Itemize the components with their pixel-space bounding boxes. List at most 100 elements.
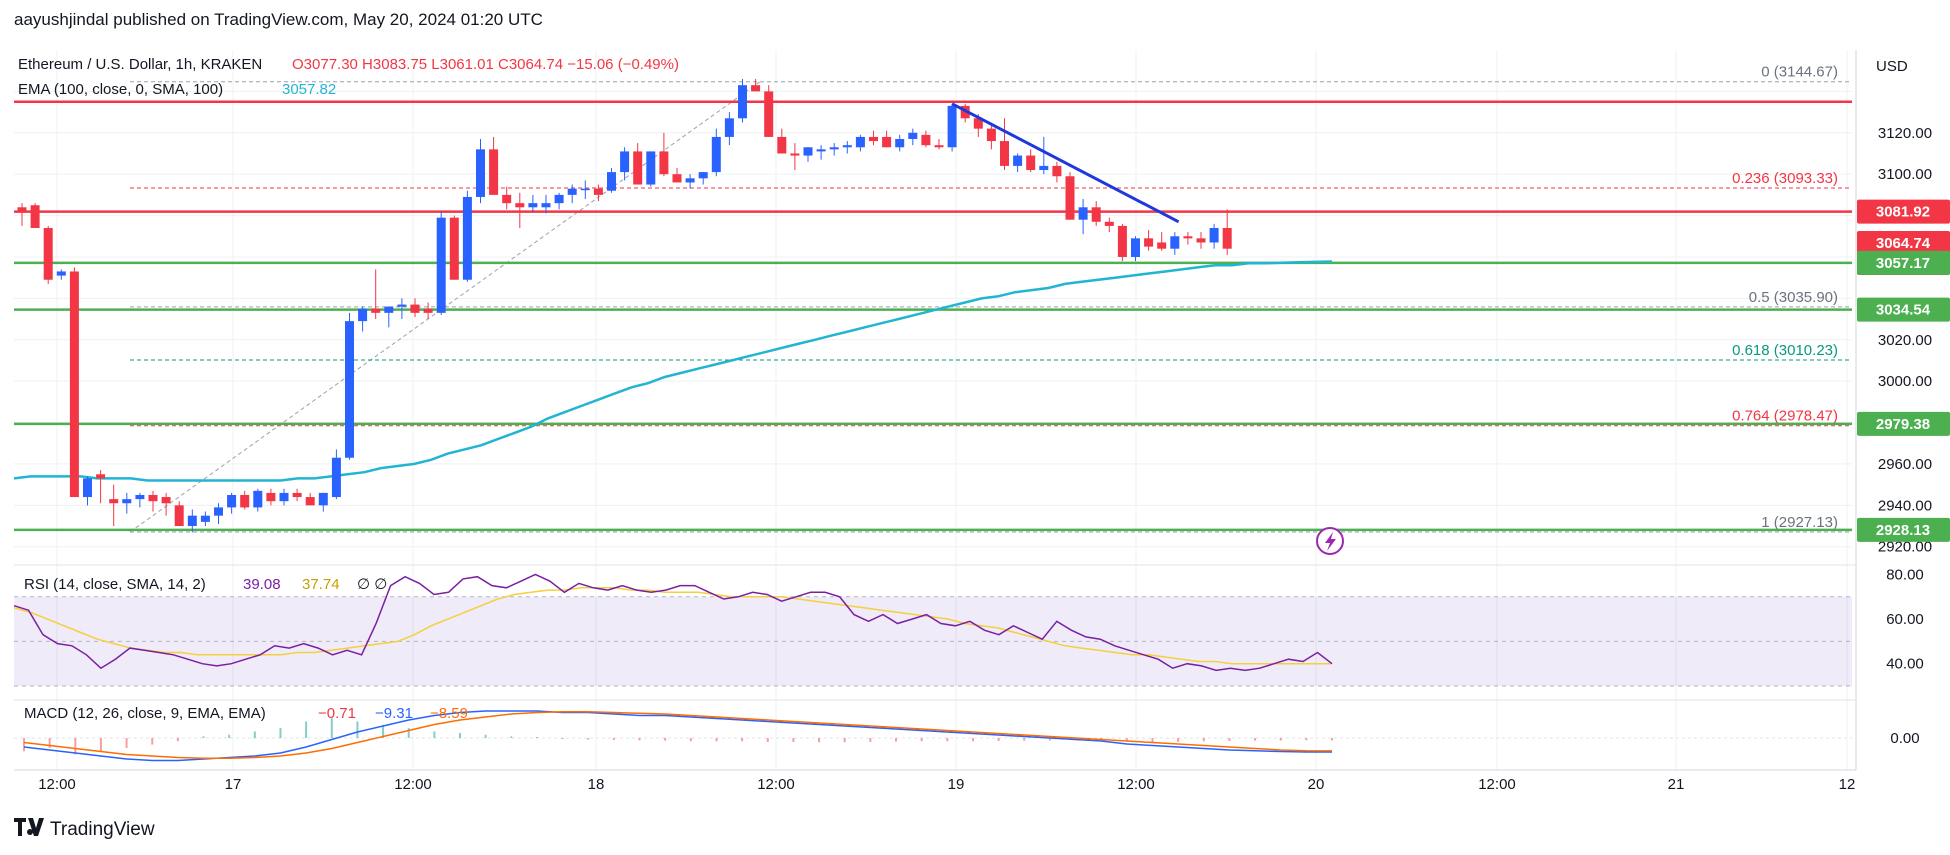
candle-body: [1091, 207, 1101, 222]
fib-label-1: 1 (2927.13): [1761, 514, 1838, 531]
candle-body: [1131, 238, 1140, 257]
ema-legend-label: EMA (100, close, 0, SMA, 100): [18, 81, 223, 98]
macd-legend-label: MACD (12, 26, close, 9, EMA, EMA): [24, 705, 266, 722]
macd-line: [23, 710, 1332, 762]
candle-body: [1196, 238, 1206, 243]
candle-body: [855, 136, 865, 148]
fib-label-0.618: 0.618 (3010.23): [1732, 342, 1838, 359]
price-tag: [1857, 297, 1950, 322]
candle-body: [345, 321, 354, 458]
candle-body: [122, 499, 132, 504]
tradingview-logo-icon: [14, 818, 44, 842]
macd-line-legend: −9.31: [375, 705, 413, 722]
candle-body: [764, 91, 774, 137]
candle-body: [462, 196, 472, 280]
candle-body: [17, 207, 27, 212]
candle-body: [410, 304, 420, 313]
time-tick-label: 12:00: [757, 776, 795, 793]
candle-body: [751, 85, 761, 92]
candle-body: [1209, 227, 1219, 243]
rsi-legend-label: RSI (14, close, SMA, 14, 2): [24, 576, 206, 593]
rsi-ma-line: [13, 587, 1332, 665]
rsi-tick-label: 40.00: [1886, 656, 1924, 673]
candle-body: [567, 188, 577, 195]
candle-body: [672, 174, 682, 183]
candle-body: [214, 507, 223, 516]
macd-hist-legend: −0.71: [318, 705, 356, 722]
candle-body: [528, 203, 538, 208]
symbol-title: Ethereum / U.S. Dollar, 1h, KRAKEN: [18, 56, 262, 73]
candle-body: [476, 149, 485, 197]
candle-body: [371, 308, 381, 313]
bearish-trendline: [951, 102, 1180, 224]
candle-body: [1000, 141, 1009, 166]
candle-body: [135, 494, 145, 500]
candle-body: [148, 494, 158, 502]
rsi-tick-label: 60.00: [1886, 611, 1924, 628]
candle-body: [56, 271, 66, 276]
fib-label-0.236: 0.236 (3093.33): [1732, 170, 1838, 187]
candle-body: [423, 308, 433, 313]
candle-body: [1065, 176, 1075, 220]
price-tag-label: 3034.54: [1876, 302, 1931, 319]
macd-signal-legend: −8.59: [430, 705, 468, 722]
candle-body: [777, 136, 787, 154]
price-tick-label: 2940.00: [1878, 497, 1932, 514]
candle-body: [895, 138, 905, 148]
candle-body: [633, 151, 643, 185]
candle-body: [934, 145, 944, 148]
macd-pane: 0.00: [14, 710, 1920, 762]
candle-body: [829, 147, 839, 150]
candle-body: [816, 149, 826, 152]
candle-body: [842, 145, 852, 148]
price-tag-label: 3081.92: [1876, 204, 1930, 221]
candle-body: [30, 205, 40, 228]
candle-body: [738, 85, 747, 119]
ohlc-values: O3077.30 H3083.75 L3061.01 C3064.74 −15.…: [292, 56, 679, 73]
candle-body: [279, 492, 289, 502]
candle-body: [331, 457, 341, 498]
price-tag: [1857, 250, 1950, 275]
candle-body: [187, 515, 197, 527]
candle-body: [869, 136, 878, 142]
tradingview-brand[interactable]: TradingView: [14, 818, 155, 842]
rsi-tick-label: 80.00: [1886, 566, 1924, 583]
candle-body: [882, 136, 892, 148]
fib-label-0.5: 0.5 (3035.90): [1749, 289, 1838, 306]
candle-body: [292, 492, 302, 498]
candle-body: [646, 151, 656, 185]
price-tag: [1857, 411, 1950, 436]
candle-body: [174, 505, 184, 527]
candle-body: [96, 474, 106, 479]
time-tick-label: 12:00: [38, 776, 76, 793]
candle-body: [253, 490, 263, 508]
candle-body: [449, 217, 459, 280]
candle-body: [227, 494, 237, 508]
candle-body: [1039, 165, 1049, 171]
event-lightning-icon[interactable]: [1316, 527, 1344, 555]
candle-body: [318, 492, 328, 506]
candle-body: [620, 151, 630, 173]
candle-body: [554, 194, 564, 204]
horizontal-levels: [14, 100, 1852, 532]
candle-body: [502, 194, 512, 204]
price-tick-label: 2920.00: [1878, 539, 1932, 556]
trendline: [951, 102, 1180, 224]
candle-body: [436, 217, 446, 313]
candle-body: [1222, 227, 1232, 249]
time-tick-label: 20: [1308, 776, 1325, 793]
price-tag-label: 3064.74: [1876, 235, 1931, 252]
time-tick-label: 18: [588, 776, 605, 793]
candle-body: [83, 478, 92, 498]
candle-body: [580, 188, 590, 191]
candle-body: [659, 151, 669, 175]
candle-body: [593, 188, 603, 195]
rsi-ma-legend-value: 37.74: [302, 576, 340, 593]
ema-legend-value: 3057.82: [282, 81, 336, 98]
candle-body: [803, 147, 813, 156]
candle-body: [515, 203, 525, 208]
candle-body: [986, 128, 996, 142]
candle-body: [161, 497, 171, 504]
candle-body: [790, 153, 800, 156]
